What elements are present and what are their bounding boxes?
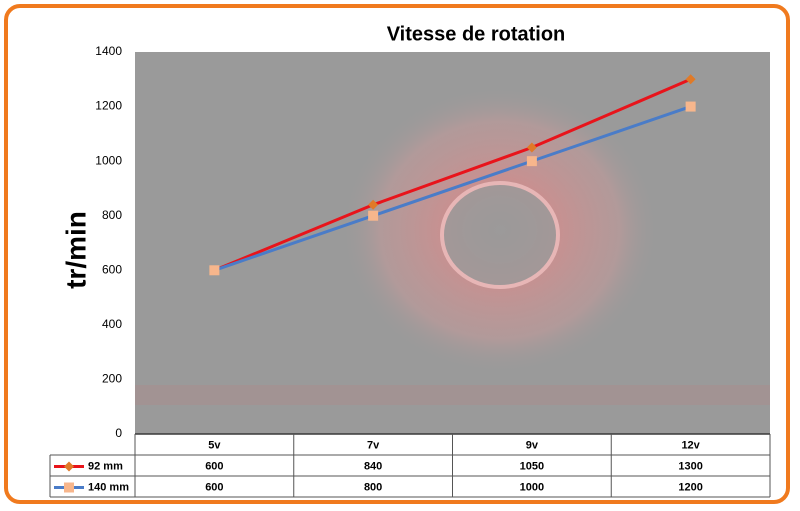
legend-label: 92 mm — [88, 460, 123, 472]
table-value: 600 — [205, 460, 223, 472]
marker — [685, 74, 696, 85]
background-image — [440, 181, 560, 289]
table-value: 1000 — [520, 481, 544, 493]
chart-title: Vitesse de rotation — [387, 23, 566, 45]
y-tick-label: 600 — [102, 262, 122, 276]
legend-label: 140 mm — [88, 481, 129, 493]
y-tick-label: 800 — [102, 208, 122, 222]
table-value: 840 — [364, 460, 382, 472]
table-value: 1050 — [520, 460, 544, 472]
y-tick-label: 1000 — [95, 153, 122, 167]
series-line — [213, 105, 692, 272]
marker — [526, 156, 537, 167]
y-axis-label: tr/min — [60, 211, 91, 289]
legend-marker — [64, 461, 74, 472]
background-image — [135, 385, 770, 405]
x-tick-label: 12v — [681, 439, 700, 451]
y-tick-label: 1400 — [95, 44, 122, 58]
series-line — [213, 77, 692, 272]
marker — [526, 142, 537, 153]
marker — [209, 265, 220, 276]
table-value: 1200 — [678, 481, 702, 493]
x-tick-label: 9v — [526, 439, 539, 451]
legend-marker — [64, 482, 74, 493]
x-tick-label: 5v — [208, 439, 221, 451]
marker — [368, 210, 379, 221]
y-tick-label: 0 — [115, 426, 122, 440]
x-tick-label: 7v — [367, 439, 380, 451]
marker — [368, 199, 379, 210]
table-value: 800 — [364, 481, 382, 493]
y-tick-label: 1200 — [95, 99, 122, 113]
table-value: 1300 — [678, 460, 702, 472]
marker — [685, 101, 696, 112]
y-tick-label: 400 — [102, 317, 122, 331]
table-value: 600 — [205, 481, 223, 493]
y-tick-label: 200 — [102, 372, 122, 386]
